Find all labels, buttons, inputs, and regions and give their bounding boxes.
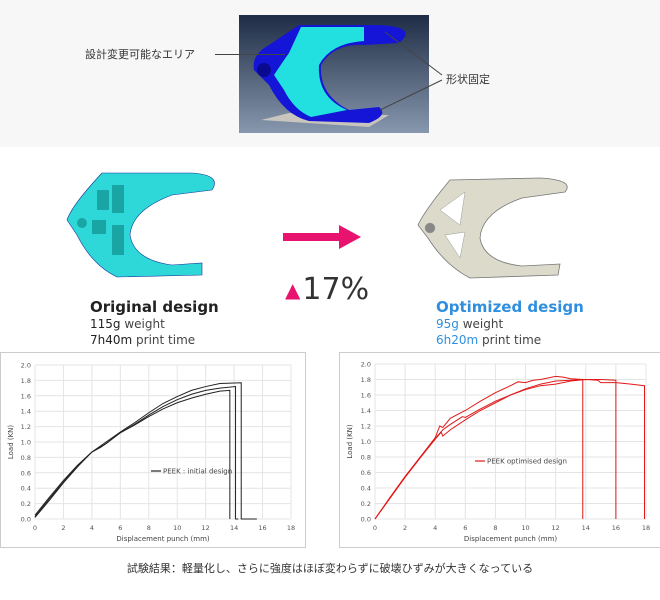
x-tick-label: 12 [202, 524, 210, 532]
y-tick-label: 0.8 [361, 454, 371, 462]
triangle-up-icon: ▲ [285, 277, 301, 302]
x-tick-label: 6 [463, 524, 467, 532]
original-design-info: Original design 115g weight 7h40m print … [90, 298, 219, 348]
fea-model-image [239, 15, 429, 133]
original-time: 7h40m [90, 333, 133, 347]
y-tick-label: 0.8 [21, 454, 31, 462]
y-tick-label: 0.2 [21, 500, 31, 508]
y-tick-label: 1.2 [361, 423, 371, 431]
x-tick-label: 8 [493, 524, 497, 532]
x-tick-label: 4 [90, 524, 94, 532]
optimized-time: 6h20m [436, 333, 479, 347]
series-line [34, 386, 239, 520]
series-line [374, 375, 584, 520]
y-tick-label: 1.8 [361, 376, 371, 384]
y-tick-label: 0.4 [361, 485, 371, 493]
y-tick-label: 0.4 [21, 485, 31, 493]
time-label: print time [478, 333, 542, 347]
y-axis-label: Load (KN) [346, 424, 354, 459]
original-design-image [66, 172, 215, 278]
original-title: Original design [90, 298, 219, 316]
x-tick-label: 0 [33, 524, 37, 532]
x-axis-label: Displacement punch (mm) [116, 535, 210, 543]
y-tick-label: 0.6 [361, 469, 371, 477]
chart-initial-design: 0.0 0.2 0.4 0.6 0.8 1.0 1.2 1.4 1.6 1.8 2.0 0 2 4 6 8 10… [0, 352, 306, 548]
y-tick-label: 2.0 [21, 362, 31, 370]
x-tick-label: 6 [118, 524, 122, 532]
x-tick-label: 10 [173, 524, 181, 532]
x-tick-label: 18 [642, 524, 650, 532]
x-tick-label: 12 [552, 524, 560, 532]
x-tick-label: 16 [258, 524, 266, 532]
y-tick-label: 2.0 [361, 361, 371, 369]
right-arrow-icon [283, 225, 361, 249]
x-tick-label: 14 [230, 524, 238, 532]
optimized-design-info: Optimized design 95g weight 6h20m print … [436, 298, 584, 348]
y-tick-label: 1.0 [361, 438, 371, 446]
callout-lines-right [380, 31, 443, 111]
series-line [34, 382, 257, 520]
x-tick-label: 2 [403, 524, 407, 532]
x-tick-label: 18 [287, 524, 295, 532]
original-weight: 115g [90, 317, 121, 331]
x-axis-label: Displacement punch (mm) [464, 535, 558, 543]
y-tick-label: 1.2 [21, 423, 31, 431]
y-tick-label: 1.6 [361, 392, 371, 400]
series-line [34, 389, 231, 519]
callout-fixed-shape: 形状固定 [446, 73, 490, 86]
y-tick-label: 1.6 [21, 392, 31, 400]
y-tick-label: 1.4 [361, 407, 371, 415]
caption: 試験結果：軽量化し、さらに強度はほぼ変わらずに破壊ひずみが大きくなっている [126, 562, 534, 575]
optimized-title: Optimized design [436, 298, 584, 316]
weight-label: weight [458, 317, 504, 331]
y-tick-label: 0.6 [21, 469, 31, 477]
x-tick-label: 0 [373, 524, 377, 532]
y-tick-label: 1.0 [21, 439, 31, 447]
optimized-weight: 95g [436, 317, 459, 331]
y-tick-label: 1.8 [21, 377, 31, 385]
series-line [374, 378, 645, 520]
x-tick-label: 14 [582, 524, 590, 532]
x-tick-label: 2 [61, 524, 65, 532]
chart-optimised-design: 0.0 0.2 0.4 0.6 0.8 1.0 1.2 1.4 1.6 1.8 2.0 0 2 4 6 8 10… [339, 352, 660, 548]
y-tick-label: 0.2 [361, 500, 371, 508]
weight-label: weight [120, 317, 165, 331]
optimized-design-image [417, 177, 568, 279]
time-label: print time [132, 333, 196, 347]
reduction-value: 17% [302, 272, 370, 307]
legend-label: PEEK optimised design [487, 458, 567, 466]
y-axis-label: Load (KN) [7, 425, 15, 460]
x-tick-label: 4 [433, 524, 437, 532]
y-tick-label: 1.4 [21, 408, 31, 416]
x-tick-label: 16 [612, 524, 620, 532]
y-tick-label: 0.0 [21, 516, 31, 524]
callout-line-left [215, 54, 285, 55]
callout-design-area: 設計変更可能なエリア [85, 48, 195, 61]
legend-label: PEEK : initial design [163, 468, 232, 476]
x-tick-label: 8 [147, 524, 151, 532]
y-tick-label: 0.0 [361, 516, 371, 524]
weight-reduction: ▲ 17% [285, 272, 369, 307]
x-tick-label: 10 [521, 524, 529, 532]
